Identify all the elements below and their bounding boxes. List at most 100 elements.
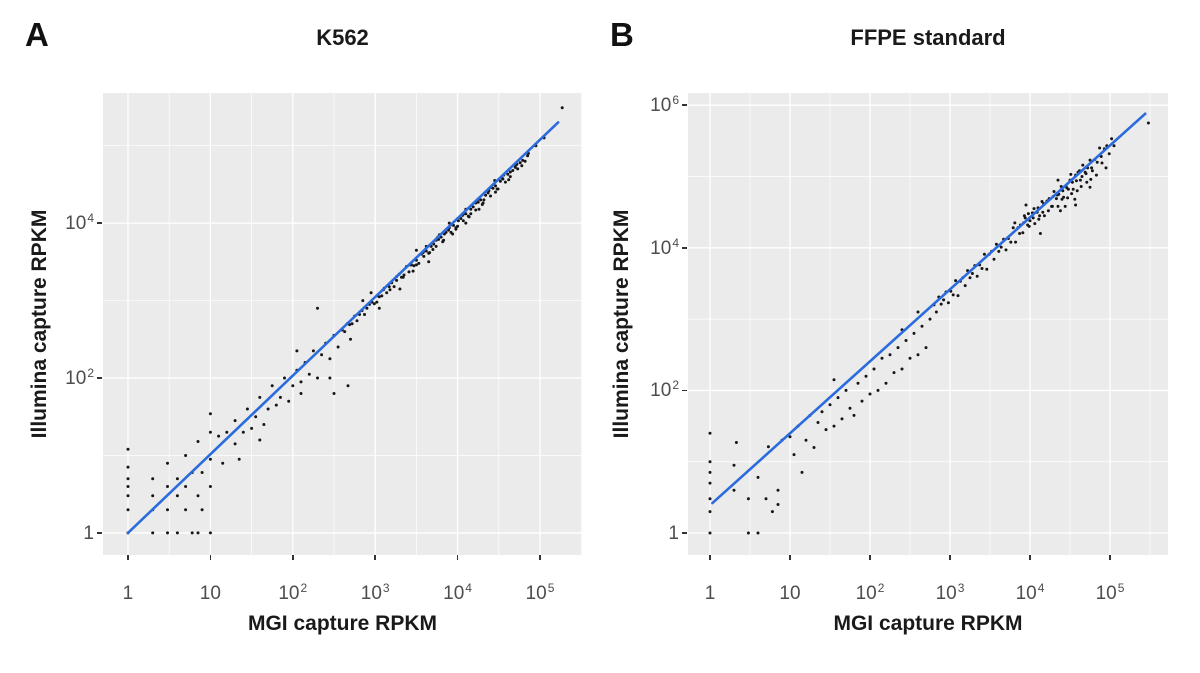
data-point	[477, 207, 481, 211]
data-point	[939, 302, 943, 306]
data-point	[287, 399, 291, 403]
data-point	[491, 186, 495, 190]
data-point	[476, 200, 480, 204]
data-point	[467, 215, 471, 219]
x-axis-title: MGI capture RPKM	[247, 612, 438, 635]
data-point	[508, 175, 512, 179]
data-point	[844, 388, 848, 392]
data-point	[848, 406, 852, 410]
x-axis-tick	[789, 555, 791, 560]
data-point	[401, 275, 405, 279]
data-point	[441, 240, 445, 244]
data-point	[746, 497, 750, 501]
y-tick-label: 1	[83, 522, 94, 544]
data-point	[411, 269, 415, 273]
data-point	[1085, 180, 1089, 184]
panel-label-b: B	[610, 16, 634, 53]
tick-exponent: 3	[382, 581, 390, 595]
data-point	[708, 470, 712, 474]
tick-exponent: 4	[672, 235, 679, 250]
data-point	[1042, 214, 1046, 218]
x-axis-tick	[869, 555, 871, 560]
data-point	[380, 294, 384, 298]
data-point	[994, 242, 998, 246]
data-point	[503, 180, 507, 184]
data-point	[924, 346, 928, 350]
data-point	[414, 263, 418, 267]
data-point	[560, 106, 564, 110]
tick-exponent: 3	[957, 581, 965, 595]
x-axis-title: MGI capture RPKM	[833, 612, 1023, 635]
data-point	[1084, 172, 1088, 176]
data-point	[451, 232, 455, 236]
data-point	[166, 461, 169, 465]
data-point	[928, 317, 932, 321]
data-point	[262, 423, 266, 426]
data-point	[363, 313, 366, 316]
y-axis-title: Illumina capture RPKM	[610, 209, 633, 439]
data-point	[985, 267, 989, 271]
x-tick-label: 103	[935, 581, 965, 604]
data-point	[200, 508, 204, 512]
data-point	[336, 345, 340, 349]
y-axis-tick	[682, 389, 687, 392]
data-point	[1071, 187, 1075, 191]
data-point	[732, 463, 736, 467]
data-point	[469, 207, 473, 211]
data-point	[506, 172, 510, 176]
data-point	[1052, 190, 1056, 193]
data-point	[832, 424, 836, 428]
data-point	[1090, 166, 1094, 170]
data-point	[208, 412, 212, 416]
x-axis-tick	[539, 555, 541, 560]
data-point	[1094, 173, 1098, 177]
plot-area	[103, 93, 582, 555]
data-point	[316, 376, 319, 380]
data-point	[997, 249, 1001, 253]
data-point	[1054, 197, 1058, 201]
data-point	[1146, 121, 1150, 125]
x-axis-tick	[209, 555, 212, 560]
plot-background	[103, 93, 582, 555]
chart-title-ffpe-standard: FFPE standard	[850, 25, 1006, 50]
data-point	[1079, 185, 1083, 188]
data-point	[942, 298, 946, 302]
data-point	[126, 447, 130, 451]
data-point	[1080, 175, 1084, 178]
data-point	[1011, 226, 1015, 230]
data-point	[258, 438, 262, 442]
data-point	[307, 372, 311, 376]
data-point	[237, 457, 241, 461]
data-point	[166, 531, 169, 535]
y-tick-label: 104	[65, 211, 94, 235]
data-point	[295, 349, 299, 353]
data-point	[200, 471, 204, 474]
x-axis-tick	[456, 555, 459, 560]
data-point	[349, 337, 352, 341]
data-point	[233, 419, 237, 423]
data-point	[518, 161, 522, 165]
data-point	[956, 294, 960, 298]
data-point	[208, 457, 212, 461]
data-point	[970, 272, 974, 275]
data-point	[766, 445, 770, 449]
data-point	[365, 306, 369, 310]
data-point	[1073, 197, 1077, 201]
data-point	[208, 531, 212, 535]
data-point	[1074, 203, 1078, 207]
data-point	[770, 510, 774, 514]
x-axis-tick	[374, 555, 376, 560]
data-point	[175, 477, 179, 481]
data-point	[1081, 163, 1085, 167]
x-axis-tick	[127, 555, 129, 560]
data-point	[756, 531, 760, 535]
x-axis-tick	[292, 555, 294, 560]
data-point	[1058, 209, 1062, 213]
y-tick-label: 102	[65, 366, 94, 390]
data-point	[1062, 195, 1066, 199]
data-point	[954, 279, 958, 283]
data-point	[508, 170, 512, 174]
x-tick-label: 104	[1015, 581, 1045, 604]
data-point	[343, 330, 347, 334]
